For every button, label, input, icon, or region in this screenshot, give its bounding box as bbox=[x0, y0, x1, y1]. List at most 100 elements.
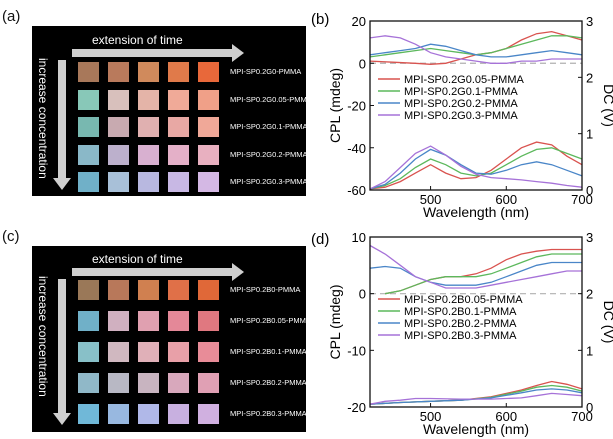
x-axis-title: Wavelength (nm) bbox=[423, 421, 529, 437]
legend-entry: MPI-SP0.2B0.2-PMMA bbox=[404, 318, 517, 330]
y-tick-label: 0 bbox=[359, 56, 366, 71]
concentration-arrow bbox=[53, 279, 71, 425]
photo-grid-a: extension of time increase concentration… bbox=[32, 26, 312, 196]
plot-frame bbox=[369, 236, 583, 408]
legend-entry: MPI-SP0.2G0.3-PMMA bbox=[404, 110, 518, 122]
cpl-series-line bbox=[369, 30, 583, 65]
y-tick-label: -10 bbox=[347, 343, 366, 358]
legend-entry: MPI-SP0.2G0.05-PMMA bbox=[404, 74, 524, 86]
sample-swatch bbox=[108, 311, 129, 331]
dc-series-line bbox=[369, 145, 583, 190]
y-tick-label: 20 bbox=[352, 14, 366, 29]
dc-series-line bbox=[369, 147, 583, 190]
sample-swatch bbox=[138, 373, 159, 393]
sample-swatch bbox=[138, 117, 159, 137]
sample-swatch bbox=[78, 89, 99, 110]
sample-swatch bbox=[78, 280, 99, 300]
y2-axis-title: DC (V) bbox=[601, 84, 613, 127]
sample-swatch bbox=[78, 373, 99, 393]
sample-swatch bbox=[168, 404, 189, 424]
sample-swatch bbox=[108, 172, 129, 192]
y-tick-label: -40 bbox=[347, 141, 366, 156]
x-tick-label: 700 bbox=[571, 409, 593, 424]
sample-swatch bbox=[198, 62, 219, 82]
sample-swatch bbox=[78, 62, 99, 82]
sample-swatch bbox=[168, 311, 189, 331]
x-tick-label: 600 bbox=[495, 192, 517, 207]
cpl-series-line bbox=[369, 261, 582, 286]
y-axis-title: CPL (mdeg) bbox=[327, 68, 343, 143]
x-tick-label: 700 bbox=[571, 192, 593, 207]
cpl-series-line bbox=[369, 43, 583, 58]
cpl-series-line bbox=[384, 253, 582, 295]
sample-swatch bbox=[138, 342, 159, 362]
sample-row-label: MPI-SP0.2B0.3-PMMA bbox=[230, 409, 307, 418]
sample-row-label: MPI-SP0.2B0.2-PMMA bbox=[230, 378, 307, 387]
sample-swatch bbox=[138, 404, 159, 424]
sample-swatch bbox=[198, 280, 219, 300]
sample-swatch bbox=[78, 311, 99, 331]
panel-label-d: (d) bbox=[311, 231, 329, 248]
y-axis-title: CPL (mdeg) bbox=[327, 285, 343, 360]
legend-entry: MPI-SP0.2B0.3-PMMA bbox=[404, 330, 517, 342]
dc-series-line bbox=[369, 384, 583, 405]
sample-swatch bbox=[198, 311, 219, 331]
sample-swatch bbox=[108, 144, 129, 165]
sample-swatch bbox=[108, 280, 129, 300]
x-tick-label: 500 bbox=[420, 409, 442, 424]
panel-label-a: (a) bbox=[2, 8, 21, 25]
panel-label-b: (b) bbox=[311, 11, 329, 28]
sample-swatch bbox=[198, 89, 219, 110]
sample-swatch bbox=[78, 342, 99, 362]
sample-row-label: MPI-SP0.2G0.1-PMMA bbox=[230, 122, 308, 131]
concentration-axis-label: increase concentration bbox=[36, 276, 50, 397]
sample-swatch bbox=[168, 373, 189, 393]
cpl-series-line bbox=[369, 35, 582, 64]
dc-series-line bbox=[369, 141, 583, 190]
y-tick-label: 10 bbox=[352, 230, 366, 245]
dc-series-line bbox=[369, 388, 583, 405]
sample-swatch bbox=[108, 89, 129, 110]
dc-series-line bbox=[369, 148, 583, 190]
plot-frame bbox=[369, 20, 583, 191]
time-axis-label: extension of time bbox=[92, 252, 183, 266]
sample-swatch bbox=[198, 172, 219, 192]
y2-tick-label: 3 bbox=[586, 230, 593, 245]
y2-tick-label: 3 bbox=[586, 14, 593, 29]
x-tick-label: 500 bbox=[420, 192, 442, 207]
y-tick-label: -20 bbox=[347, 99, 366, 114]
legend-entry: MPI-SP0.2B0.1-PMMA bbox=[404, 306, 517, 318]
sample-swatch bbox=[198, 144, 219, 165]
dc-series-line bbox=[369, 392, 583, 405]
y-tick-label: -20 bbox=[347, 400, 366, 415]
sample-swatch bbox=[198, 117, 219, 137]
y2-tick-label: 0 bbox=[586, 400, 593, 415]
x-tick-label: 600 bbox=[495, 409, 517, 424]
sample-swatch bbox=[78, 144, 99, 165]
sample-swatch bbox=[168, 144, 189, 165]
sample-swatch bbox=[168, 172, 189, 192]
sample-row-label: MPI-SP0.2G0.3-PMMA bbox=[230, 177, 308, 186]
y-tick-label: -60 bbox=[347, 183, 366, 198]
sample-row-label: MPI-SP0.2G0-PMMA bbox=[230, 67, 302, 76]
sample-swatch bbox=[198, 404, 219, 424]
y2-axis-title: DC (V) bbox=[601, 301, 613, 344]
sample-swatch bbox=[108, 373, 129, 393]
sample-swatch bbox=[78, 172, 99, 192]
sample-swatch bbox=[108, 342, 129, 362]
panel-label-c: (c) bbox=[2, 228, 20, 245]
x-axis-title: Wavelength (nm) bbox=[423, 204, 529, 220]
y2-tick-label: 1 bbox=[586, 127, 593, 142]
time-axis-label: extension of time bbox=[92, 33, 183, 47]
sample-swatch bbox=[138, 280, 159, 300]
sample-swatch bbox=[108, 404, 129, 424]
sample-swatch bbox=[138, 172, 159, 192]
y2-tick-label: 2 bbox=[586, 70, 593, 85]
sample-swatch bbox=[138, 144, 159, 165]
dc-series-line bbox=[369, 380, 583, 405]
legend-entry: MPI-SP0.2B0.05-PMMA bbox=[404, 294, 523, 306]
sample-swatch bbox=[168, 280, 189, 300]
y2-tick-label: 0 bbox=[586, 183, 593, 198]
sample-swatch bbox=[78, 404, 99, 424]
photo-grid-c: extension of time increase concentration… bbox=[32, 246, 311, 432]
